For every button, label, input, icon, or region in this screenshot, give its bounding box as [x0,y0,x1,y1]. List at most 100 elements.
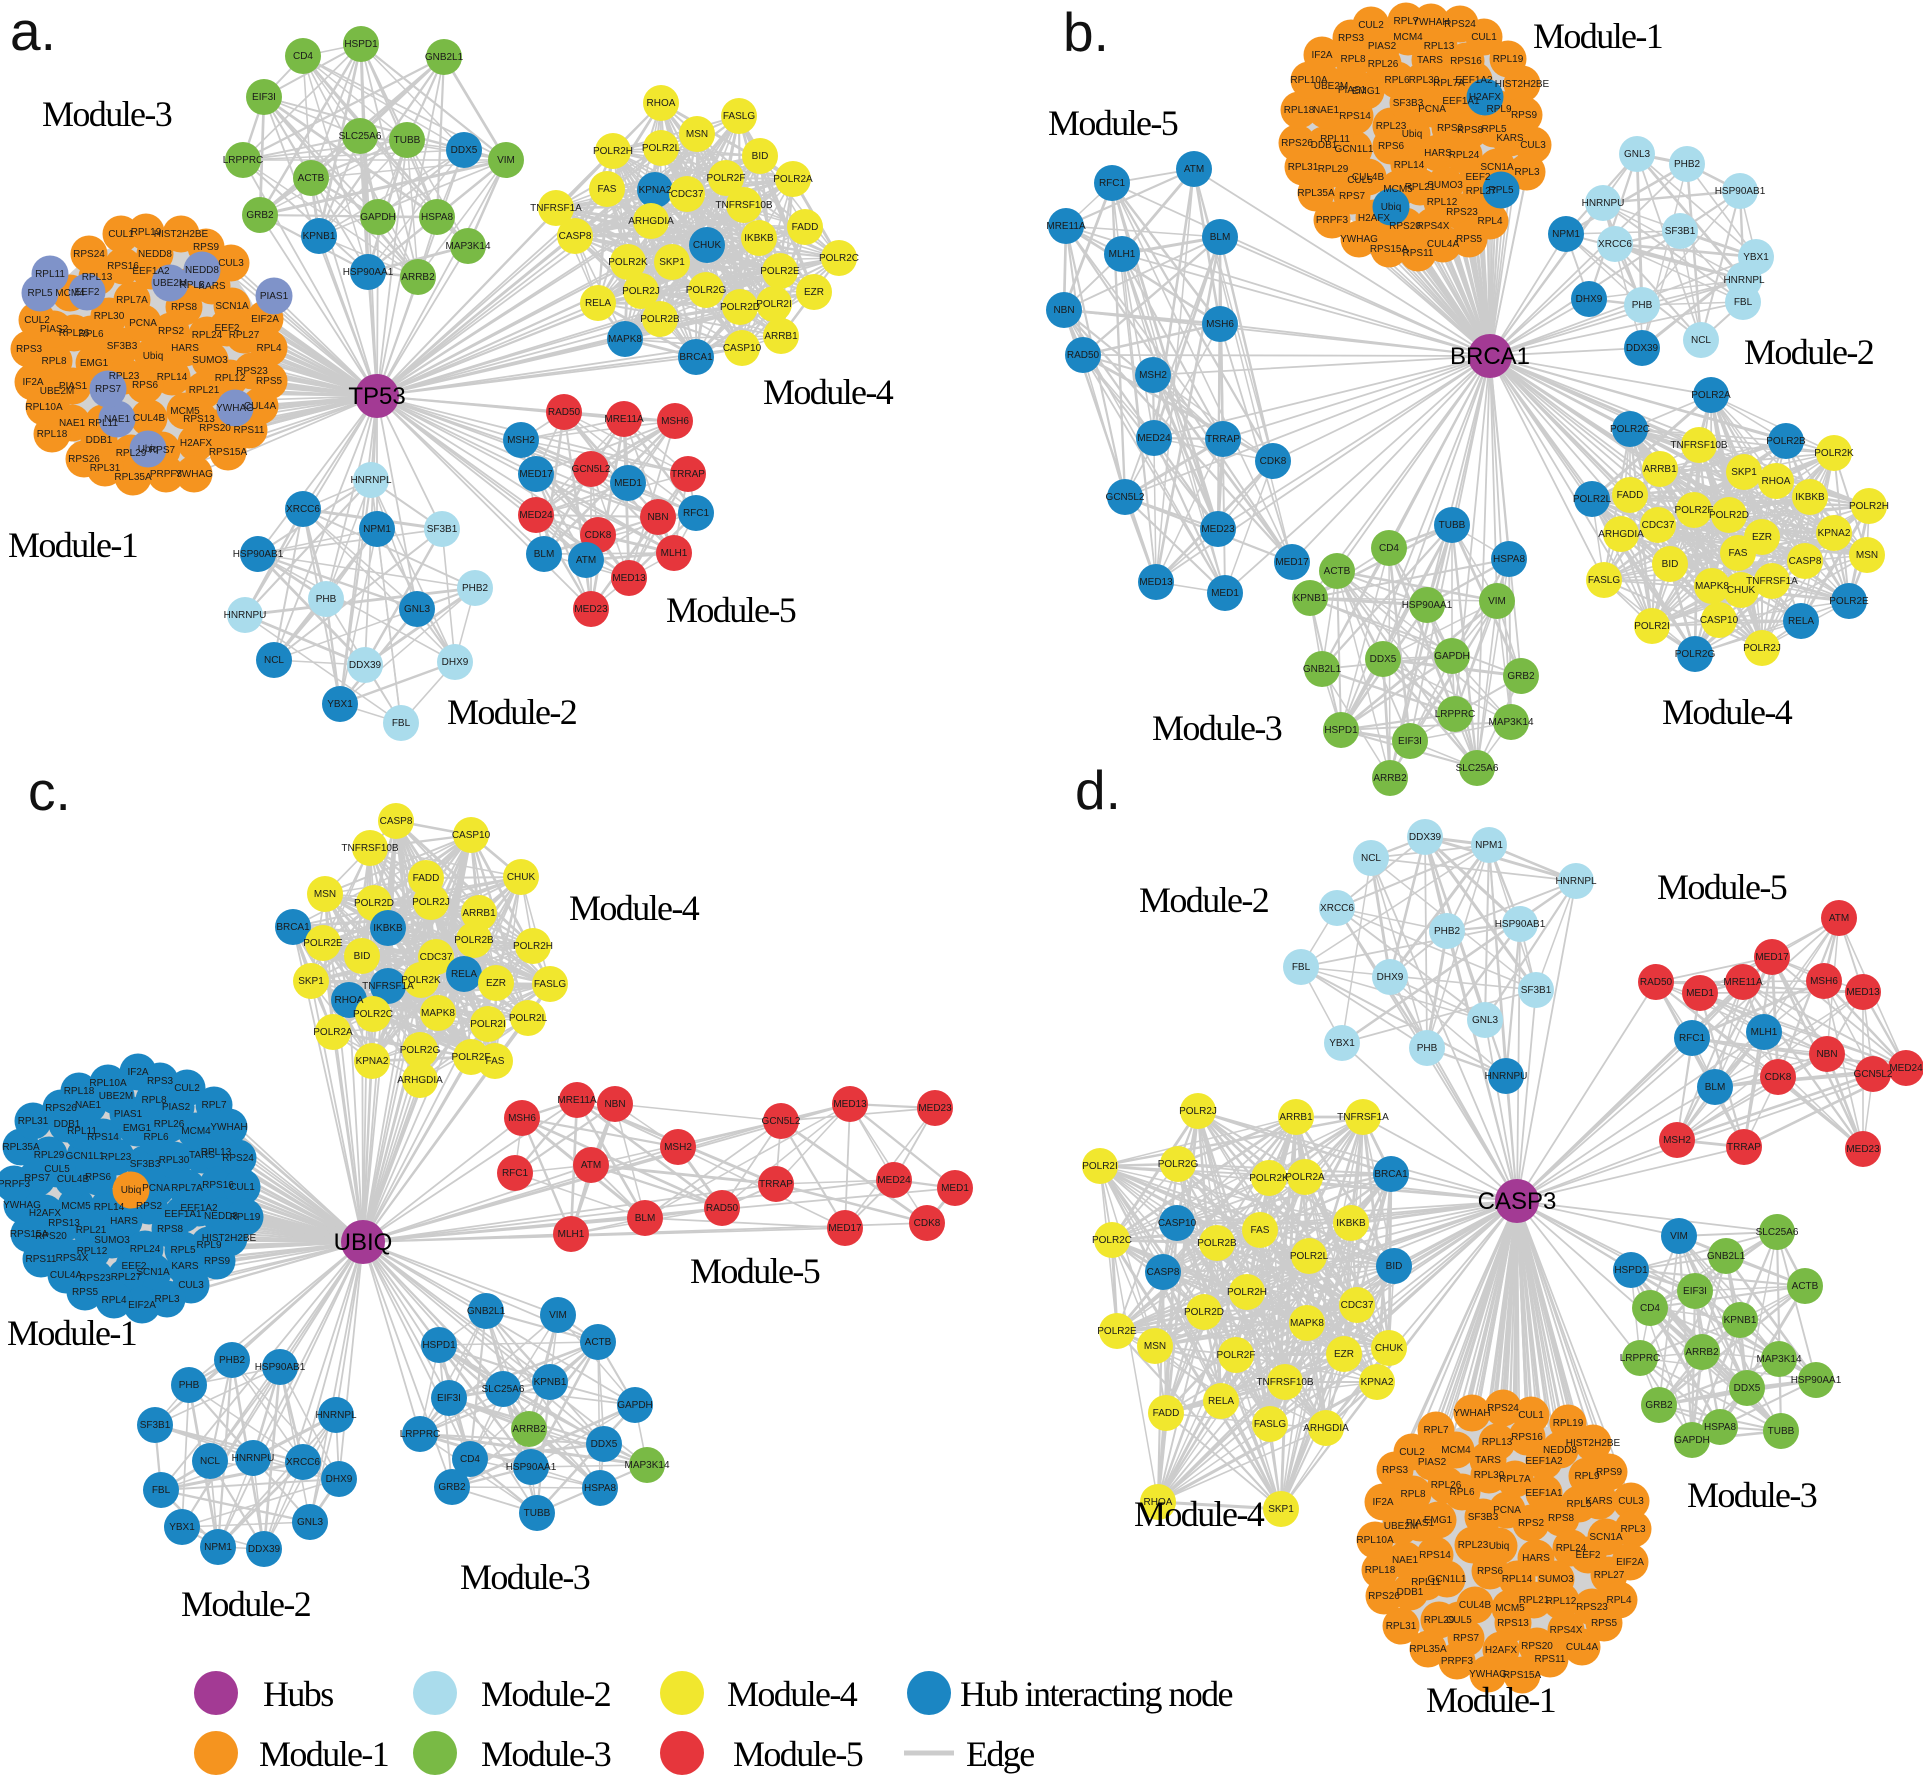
svg-text:d.: d. [1075,759,1121,821]
svg-text:SCN1A: SCN1A [1480,162,1514,173]
svg-text:MSH2: MSH2 [1663,1135,1691,1146]
svg-text:RPL30: RPL30 [159,1155,190,1166]
svg-text:MAP3K14: MAP3K14 [624,1460,669,1471]
svg-text:CUL1: CUL1 [108,229,134,240]
svg-text:POLR2J: POLR2J [412,897,450,908]
svg-text:HNRNPU: HNRNPU [1582,198,1625,209]
svg-text:MED13: MED13 [1139,577,1173,588]
svg-text:POLR2G: POLR2G [1158,1159,1199,1170]
svg-text:MED13: MED13 [1846,987,1880,998]
svg-text:POLR2B: POLR2B [640,314,680,325]
svg-text:GAPDH: GAPDH [1434,651,1470,662]
svg-text:RPS15A: RPS15A [10,1229,49,1240]
svg-text:RPL14: RPL14 [1394,160,1425,171]
svg-text:TUBB: TUBB [394,135,421,146]
svg-text:RPS24: RPS24 [73,249,105,260]
svg-text:RPS20: RPS20 [1521,1641,1553,1652]
svg-text:RPS9: RPS9 [1596,1467,1623,1478]
svg-text:TP53: TP53 [348,383,405,410]
svg-text:CUL2: CUL2 [1399,1447,1425,1458]
svg-text:Module-3: Module-3 [1152,708,1282,748]
svg-text:CHUK: CHUK [507,872,536,883]
svg-text:CDC37: CDC37 [1341,1300,1374,1311]
svg-text:RELA: RELA [585,298,611,309]
svg-text:RPL35A: RPL35A [1409,1644,1447,1655]
svg-text:BRCA1: BRCA1 [1374,1169,1408,1180]
svg-text:YWHAG: YWHAG [175,469,213,480]
svg-text:KARS: KARS [171,1261,199,1272]
svg-text:GNB2L1: GNB2L1 [467,1306,506,1317]
svg-text:Module-4: Module-4 [763,372,894,412]
svg-text:POLR2H: POLR2H [1227,1287,1267,1298]
svg-text:RPS26: RPS26 [1281,138,1313,149]
svg-text:RPL31: RPL31 [18,1116,49,1127]
svg-text:RPL18: RPL18 [1365,1565,1396,1576]
svg-text:Module-1: Module-1 [1426,1680,1555,1720]
svg-text:DDB1: DDB1 [1311,140,1338,151]
svg-text:VIM: VIM [1488,596,1506,607]
svg-text:RPL7: RPL7 [1423,1425,1448,1436]
svg-text:EIF3I: EIF3I [1398,736,1422,747]
svg-text:HNRNPL: HNRNPL [1723,275,1765,286]
svg-text:PIAS2: PIAS2 [162,1102,191,1113]
svg-text:TNFRSF10B: TNFRSF10B [1670,440,1728,451]
svg-text:RPL29: RPL29 [116,448,147,459]
svg-text:MCM4: MCM4 [181,1126,211,1137]
svg-text:RPL4: RPL4 [101,1295,126,1306]
svg-text:MED23: MED23 [574,604,608,615]
svg-text:CASP8: CASP8 [1789,556,1822,567]
svg-text:RPL24: RPL24 [1556,1543,1587,1554]
svg-text:RPL5: RPL5 [1481,124,1506,135]
svg-text:Module-1: Module-1 [259,1734,388,1774]
svg-text:MCM5: MCM5 [61,1201,91,1212]
svg-text:SF3B1: SF3B1 [1665,226,1696,237]
svg-text:NPM1: NPM1 [363,524,391,535]
svg-text:RPL8: RPL8 [1340,54,1365,65]
svg-text:SKP1: SKP1 [1731,467,1757,478]
svg-text:POLR2K: POLR2K [401,975,441,986]
svg-text:FBL: FBL [152,1485,171,1496]
svg-text:RPS26: RPS26 [45,1103,77,1114]
svg-text:IKBKB: IKBKB [744,233,774,244]
svg-text:RPL11: RPL11 [1320,134,1350,145]
svg-text:RELA: RELA [1788,616,1814,627]
svg-text:SCN1A: SCN1A [1589,1532,1623,1543]
svg-text:SF3B1: SF3B1 [140,1420,171,1431]
svg-text:Module-4: Module-4 [1134,1494,1265,1534]
svg-text:IF2A: IF2A [127,1067,148,1078]
svg-text:Module-4: Module-4 [569,888,700,928]
svg-text:RPL30: RPL30 [94,311,125,322]
svg-text:RPL13: RPL13 [201,1147,232,1158]
svg-text:RPL3: RPL3 [1620,1524,1645,1535]
svg-text:YWHAH: YWHAH [1412,17,1449,28]
svg-text:RPS16: RPS16 [1450,56,1482,67]
svg-text:MED24: MED24 [519,510,553,521]
svg-text:ARHGDIA: ARHGDIA [1598,529,1644,540]
svg-text:RPS2: RPS2 [1518,1518,1545,1529]
svg-text:RPS4X: RPS4X [1550,1625,1583,1636]
svg-text:HSPD1: HSPD1 [422,1340,456,1351]
svg-text:POLR2J: POLR2J [1179,1106,1217,1117]
svg-text:RPS16: RPS16 [107,261,139,272]
svg-text:Module-1: Module-1 [1533,16,1662,56]
svg-text:NPM1: NPM1 [1552,229,1580,240]
svg-text:PHB2: PHB2 [219,1355,246,1366]
svg-text:SF3B3: SF3B3 [107,341,138,352]
svg-text:RPS23: RPS23 [236,366,268,377]
svg-text:RPS6: RPS6 [1378,141,1405,152]
svg-text:GCN5L2: GCN5L2 [1854,1069,1893,1080]
svg-text:PCNA: PCNA [142,1183,170,1194]
svg-text:POLR2J: POLR2J [622,286,660,297]
svg-text:XRCC6: XRCC6 [1320,903,1354,914]
svg-text:RPS24: RPS24 [222,1153,254,1164]
svg-text:CUL5: CUL5 [1446,1615,1472,1626]
svg-text:DDX39: DDX39 [1626,343,1659,354]
svg-text:ARRB1: ARRB1 [764,331,798,342]
svg-text:RPS7: RPS7 [149,445,176,456]
svg-text:Module-4: Module-4 [727,1674,858,1714]
svg-text:PIAS1: PIAS1 [1338,85,1367,96]
svg-text:RPL13: RPL13 [82,272,113,283]
svg-text:RPS5: RPS5 [256,376,283,387]
svg-text:Module-1: Module-1 [7,1313,136,1353]
svg-text:DHX9: DHX9 [1377,972,1404,983]
